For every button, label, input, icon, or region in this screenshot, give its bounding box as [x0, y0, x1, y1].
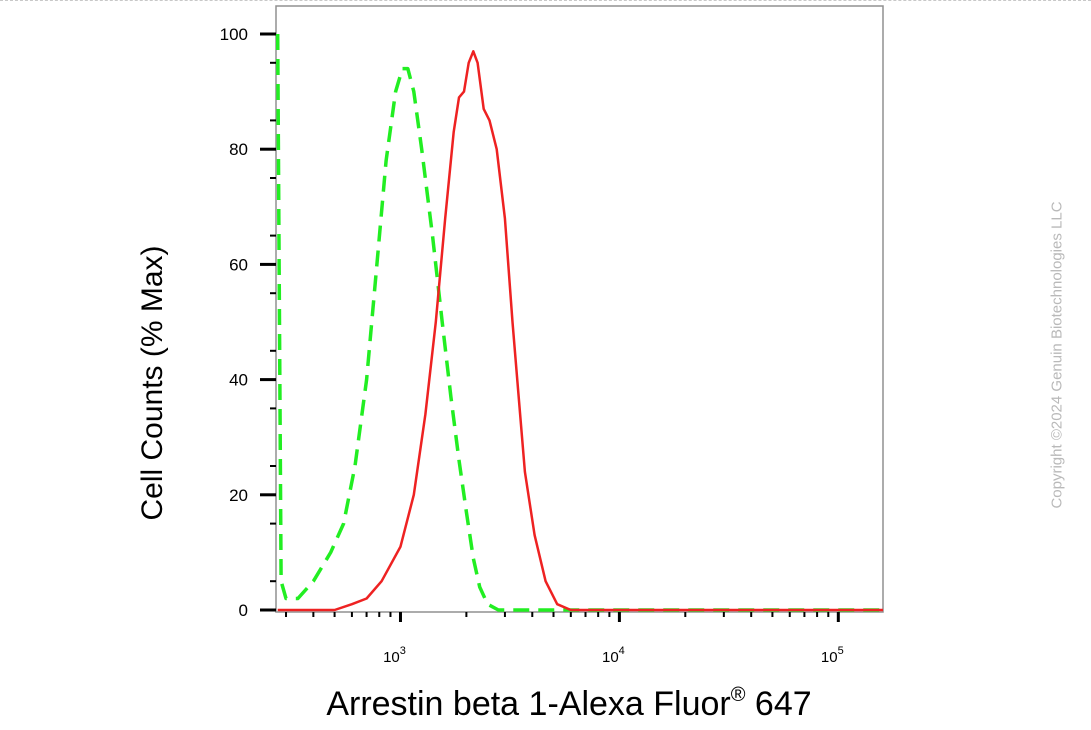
x-tick-exponent: 3	[400, 645, 406, 657]
x-tick-label: 105	[821, 645, 844, 666]
x-axis-label-sup: ®	[731, 684, 746, 706]
series-layer	[275, 33, 883, 612]
histogram-series-2	[277, 50, 883, 612]
y-tick-label: 0	[239, 601, 248, 620]
y-axis: 0 20 40 60 80 100	[220, 25, 276, 620]
x-tick-label: 103	[383, 645, 406, 666]
x-axis: 103 104 105	[285, 612, 844, 666]
y-tick-label: 60	[229, 255, 248, 274]
y-axis-label: Cell Counts (% Max)	[136, 245, 169, 520]
x-tick-exponent: 4	[619, 645, 625, 657]
x-tick-exponent: 5	[838, 645, 844, 657]
y-tick-label: 20	[229, 486, 248, 505]
x-axis-label: Arrestin beta 1-Alexa Fluor® 647	[326, 684, 811, 723]
copyright-watermark: Copyright ©2024 Genuin Biotechnologies L…	[1048, 201, 1066, 509]
x-axis-label-main: Arrestin beta 1-Alexa Fluor	[326, 685, 730, 723]
y-tick-label: 100	[220, 25, 248, 44]
histogram-series-1	[275, 33, 883, 612]
plot-frame	[275, 5, 884, 613]
y-tick-label: 40	[229, 371, 248, 390]
top-divider	[0, 0, 1091, 1]
x-tick-label: 104	[602, 645, 625, 666]
x-axis-label-tail: 647	[745, 685, 811, 723]
y-tick-label: 80	[229, 140, 248, 159]
